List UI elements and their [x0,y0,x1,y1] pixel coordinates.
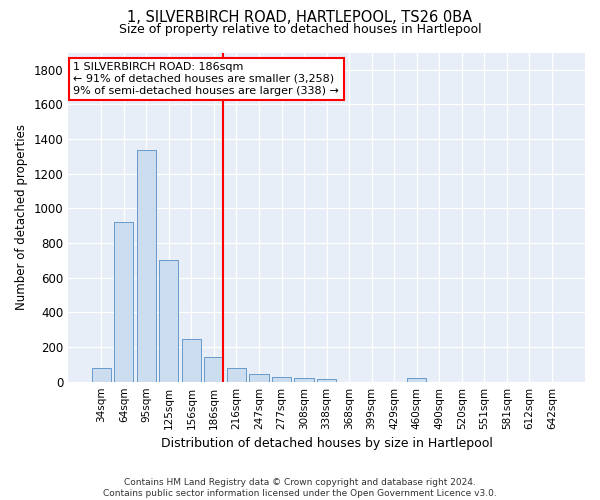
Bar [182,338,201,382]
Bar [272,377,291,382]
Bar [92,368,111,382]
Bar [227,368,246,382]
Text: Size of property relative to detached houses in Hartlepool: Size of property relative to detached ho… [119,22,481,36]
Text: 1 SILVERBIRCH ROAD: 186sqm
← 91% of detached houses are smaller (3,258)
9% of se: 1 SILVERBIRCH ROAD: 186sqm ← 91% of deta… [73,62,339,96]
Text: 1, SILVERBIRCH ROAD, HARTLEPOOL, TS26 0BA: 1, SILVERBIRCH ROAD, HARTLEPOOL, TS26 0B… [127,10,473,25]
Bar [159,260,178,382]
Text: Contains HM Land Registry data © Crown copyright and database right 2024.
Contai: Contains HM Land Registry data © Crown c… [103,478,497,498]
Bar [295,378,314,382]
Bar [250,374,269,382]
Bar [137,150,156,382]
X-axis label: Distribution of detached houses by size in Hartlepool: Distribution of detached houses by size … [161,437,493,450]
Y-axis label: Number of detached properties: Number of detached properties [15,124,28,310]
Bar [317,380,336,382]
Bar [114,222,133,382]
Bar [407,378,426,382]
Bar [205,358,223,382]
